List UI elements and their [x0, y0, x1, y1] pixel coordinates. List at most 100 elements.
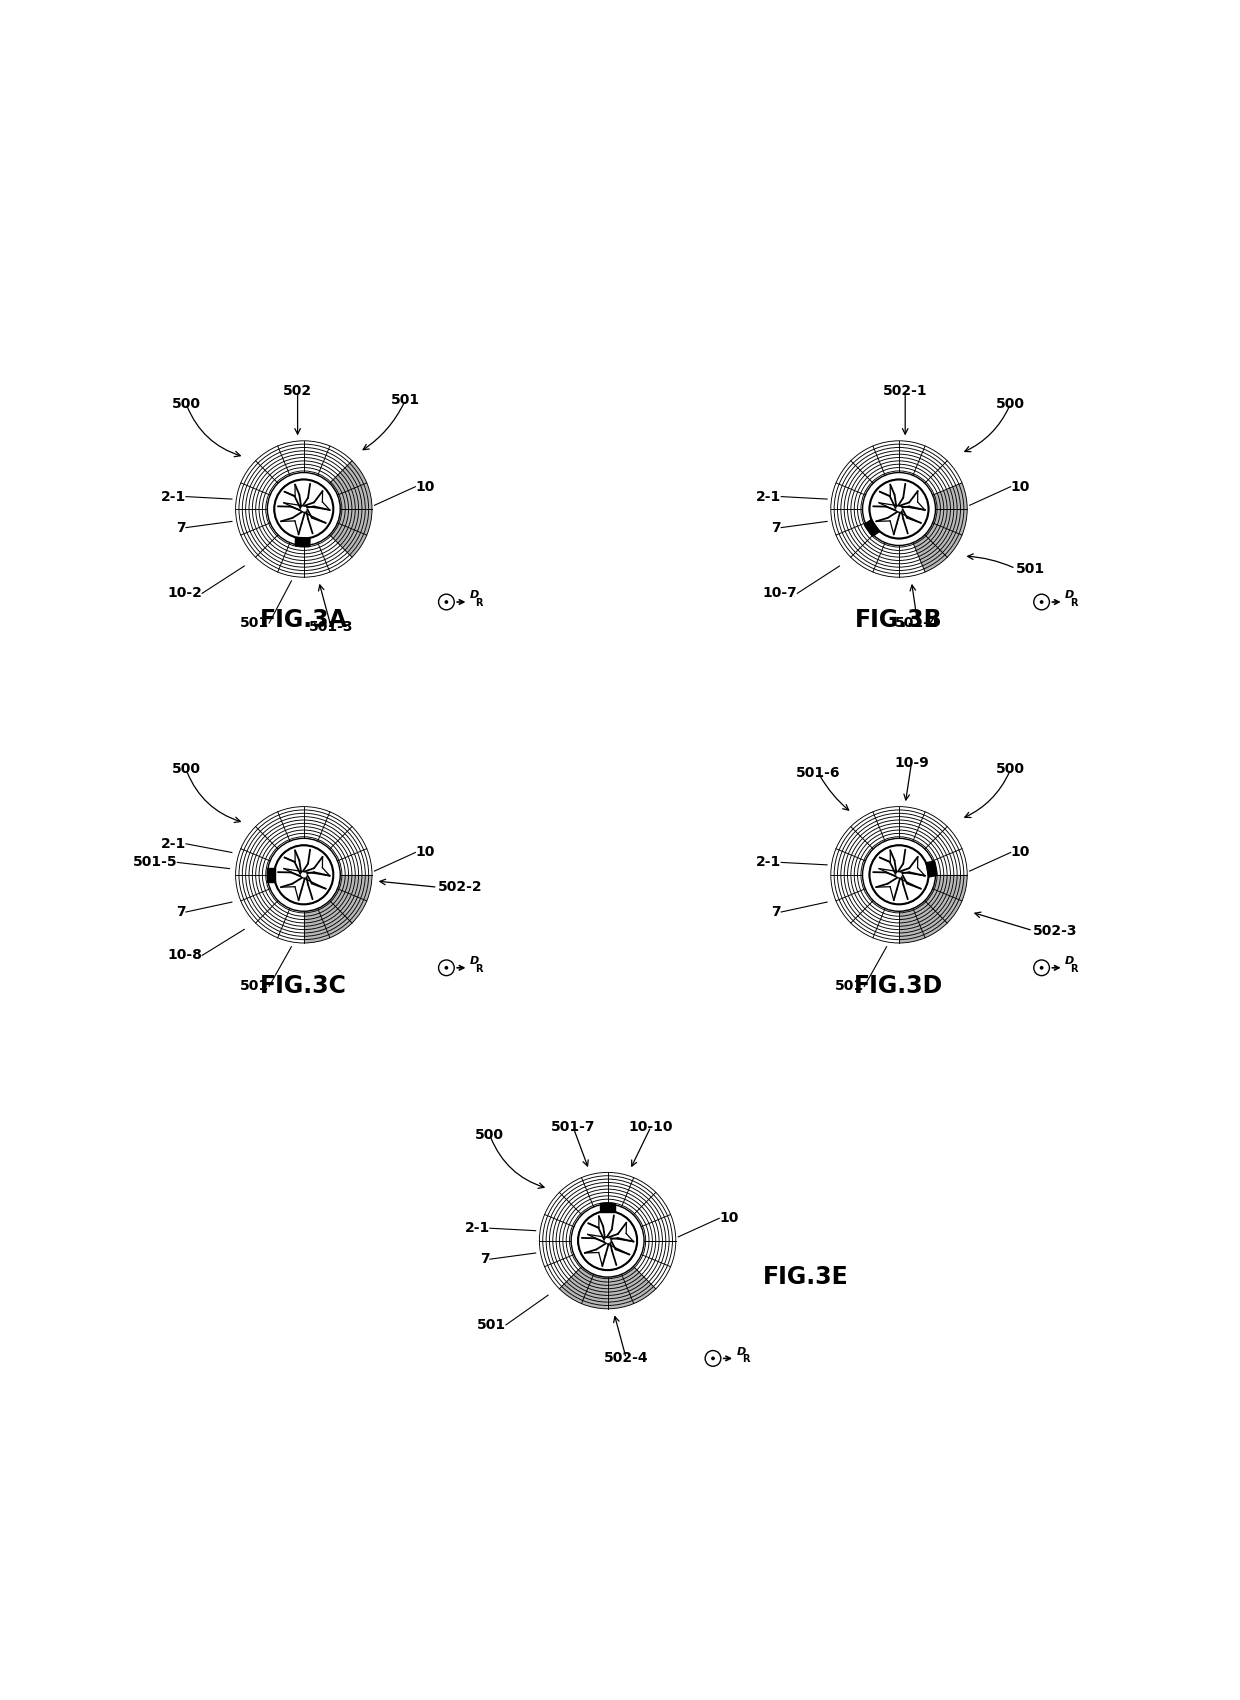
Wedge shape [926, 524, 937, 539]
Wedge shape [355, 486, 362, 508]
Wedge shape [327, 918, 350, 935]
Wedge shape [585, 1292, 608, 1299]
Wedge shape [351, 876, 358, 896]
Wedge shape [899, 906, 914, 913]
Wedge shape [899, 916, 918, 923]
Wedge shape [578, 1268, 593, 1278]
Wedge shape [339, 508, 345, 525]
Wedge shape [899, 920, 919, 926]
Wedge shape [319, 901, 334, 913]
Wedge shape [336, 525, 348, 542]
Text: 10: 10 [1011, 479, 1030, 493]
Wedge shape [608, 1282, 626, 1289]
Wedge shape [608, 1273, 622, 1278]
Text: FIG.3A: FIG.3A [260, 609, 347, 632]
Wedge shape [304, 920, 324, 926]
Text: 501: 501 [477, 1318, 506, 1331]
Wedge shape [924, 887, 934, 901]
Wedge shape [567, 1280, 587, 1294]
Wedge shape [363, 508, 372, 536]
Wedge shape [608, 1275, 624, 1282]
Wedge shape [321, 906, 337, 920]
Text: 10: 10 [415, 845, 435, 860]
Text: D: D [470, 955, 479, 966]
Wedge shape [937, 530, 952, 551]
Wedge shape [946, 488, 954, 508]
Wedge shape [959, 876, 967, 901]
Wedge shape [608, 1297, 632, 1306]
Wedge shape [562, 1284, 584, 1300]
Wedge shape [916, 906, 932, 920]
Wedge shape [929, 891, 940, 906]
Wedge shape [899, 932, 924, 940]
Wedge shape [334, 478, 345, 493]
Wedge shape [575, 1270, 591, 1282]
Text: R: R [475, 598, 482, 609]
Wedge shape [350, 534, 367, 558]
Wedge shape [345, 508, 352, 527]
Wedge shape [342, 876, 348, 892]
Wedge shape [574, 1272, 590, 1285]
Wedge shape [361, 508, 368, 534]
Wedge shape [921, 916, 942, 932]
Wedge shape [350, 899, 367, 923]
Wedge shape [342, 491, 348, 508]
Circle shape [869, 845, 929, 904]
Text: R: R [1070, 598, 1078, 609]
Wedge shape [899, 923, 920, 930]
Circle shape [445, 967, 448, 969]
Wedge shape [929, 525, 940, 541]
Wedge shape [918, 542, 935, 556]
Wedge shape [913, 534, 926, 544]
Wedge shape [950, 876, 957, 898]
Wedge shape [899, 928, 923, 937]
Wedge shape [940, 876, 947, 892]
Wedge shape [268, 473, 340, 546]
Wedge shape [923, 918, 945, 935]
Wedge shape [304, 910, 320, 916]
Text: 501: 501 [241, 979, 269, 993]
Wedge shape [591, 1275, 608, 1282]
Text: 500: 500 [996, 396, 1025, 411]
Wedge shape [956, 484, 963, 508]
Wedge shape [937, 876, 944, 892]
Wedge shape [345, 532, 361, 552]
Wedge shape [345, 898, 361, 918]
Wedge shape [952, 876, 961, 898]
Wedge shape [361, 876, 368, 899]
Wedge shape [342, 468, 357, 488]
Wedge shape [590, 1278, 608, 1285]
Wedge shape [931, 508, 937, 524]
Wedge shape [336, 876, 342, 889]
Text: 10-7: 10-7 [763, 586, 797, 600]
Wedge shape [931, 495, 937, 508]
Wedge shape [940, 491, 947, 508]
Wedge shape [564, 1282, 585, 1297]
Wedge shape [322, 910, 340, 923]
Wedge shape [940, 508, 947, 527]
Wedge shape [584, 1294, 608, 1302]
Text: 10-8: 10-8 [167, 949, 202, 962]
Text: 501: 501 [391, 393, 420, 406]
Wedge shape [342, 896, 357, 916]
Wedge shape [926, 889, 937, 904]
Wedge shape [342, 530, 357, 551]
Wedge shape [361, 484, 368, 508]
Wedge shape [918, 910, 935, 923]
Wedge shape [629, 1280, 649, 1294]
Wedge shape [325, 913, 345, 928]
Wedge shape [329, 483, 339, 496]
Wedge shape [608, 1285, 627, 1292]
Wedge shape [937, 491, 944, 508]
Wedge shape [329, 522, 339, 536]
Polygon shape [600, 1204, 615, 1212]
Wedge shape [345, 466, 361, 486]
Text: 502-3: 502-3 [1033, 923, 1078, 938]
Wedge shape [956, 876, 963, 899]
Text: 7: 7 [480, 1253, 490, 1266]
Wedge shape [608, 1294, 631, 1302]
Wedge shape [899, 935, 925, 944]
Text: 501-7: 501-7 [551, 1120, 595, 1134]
Wedge shape [946, 508, 954, 530]
Text: 10: 10 [1011, 845, 1030, 860]
